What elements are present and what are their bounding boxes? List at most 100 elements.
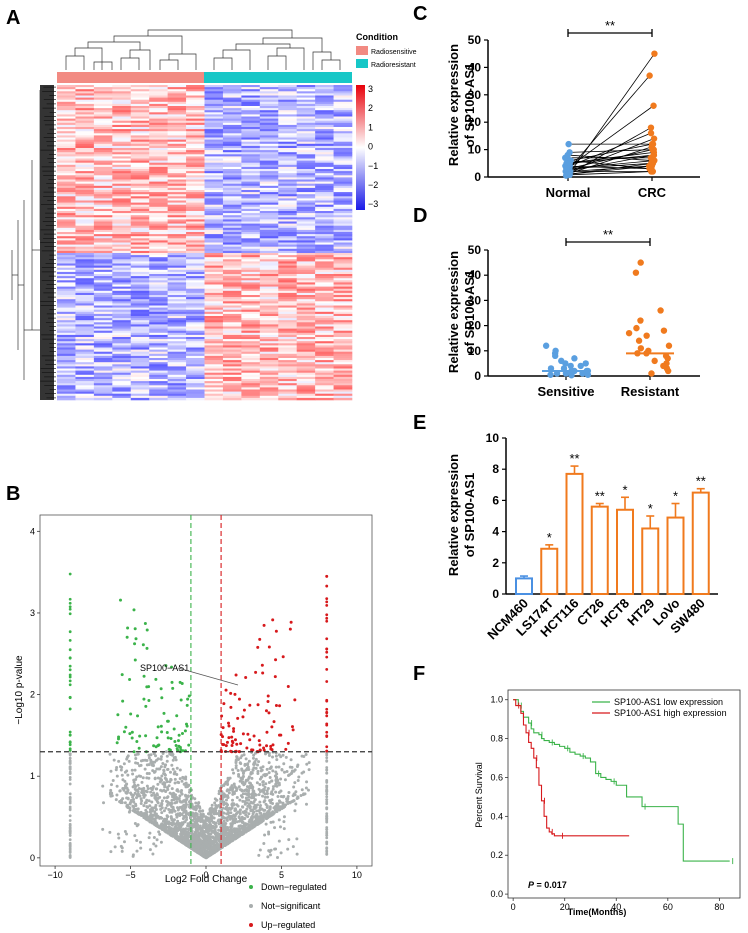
heatmap-cell bbox=[204, 234, 224, 237]
heatmap-cell bbox=[315, 124, 334, 128]
heatmap-cell bbox=[93, 330, 113, 334]
volcano-point-ns bbox=[115, 766, 119, 770]
heatmap-cell bbox=[259, 326, 279, 329]
heatmap-cell bbox=[112, 337, 132, 340]
heatmap-cell bbox=[112, 261, 132, 264]
heatmap-cell bbox=[241, 387, 261, 390]
heatmap-cell bbox=[259, 265, 279, 268]
heatmap-cell bbox=[75, 389, 95, 392]
heatmap-cell bbox=[186, 366, 205, 369]
heatmap-cell bbox=[93, 229, 113, 233]
heatmap-cell bbox=[149, 339, 168, 342]
heatmap-cell bbox=[93, 339, 113, 342]
volcano-point-ns bbox=[257, 809, 261, 813]
heatmap-cell bbox=[333, 131, 353, 134]
volcano-point-ns bbox=[165, 759, 169, 763]
heatmap-cell bbox=[333, 334, 353, 338]
heatmap-cell bbox=[296, 248, 316, 252]
volcano-point-ns bbox=[223, 816, 227, 820]
heatmap-cell bbox=[130, 179, 150, 182]
heatmap-cell bbox=[186, 219, 205, 222]
heatmap-cell bbox=[57, 330, 76, 334]
heatmap-cell bbox=[57, 391, 76, 394]
heatmap-cell bbox=[222, 259, 242, 262]
volcano-point-ns bbox=[179, 828, 183, 832]
heatmap-cell bbox=[259, 320, 279, 323]
heatmap-cell bbox=[130, 202, 150, 205]
volcano-point-ns bbox=[148, 848, 152, 852]
heatmap-cell bbox=[296, 85, 316, 88]
heatmap-cell bbox=[278, 219, 297, 222]
heatmap-cell bbox=[167, 196, 187, 199]
heatmap-cell bbox=[112, 341, 132, 344]
heatmap-cell bbox=[259, 112, 279, 115]
volcano-point-ns bbox=[194, 801, 198, 805]
heatmap-cell bbox=[259, 267, 279, 271]
heatmap-cell bbox=[130, 269, 150, 273]
heatmap-cell bbox=[57, 366, 76, 369]
heatmap-cell bbox=[333, 97, 353, 100]
heatmap-cell bbox=[130, 288, 150, 292]
heatmap-cell bbox=[222, 284, 242, 287]
volcano-point-ns bbox=[234, 766, 238, 770]
heatmap-cell bbox=[167, 93, 187, 96]
heatmap-cell bbox=[204, 166, 224, 170]
heatmap-cell bbox=[167, 131, 187, 134]
heatmap-cell bbox=[75, 238, 95, 241]
heatmap-cell bbox=[75, 391, 95, 394]
heatmap-cell bbox=[296, 179, 316, 182]
heatmap-cell bbox=[204, 227, 224, 231]
heatmap-cell bbox=[241, 103, 261, 107]
heatmap-cell bbox=[149, 114, 168, 117]
heatmap-cell bbox=[149, 318, 168, 321]
heatmap-cell bbox=[112, 387, 132, 390]
heatmap-cell bbox=[57, 389, 76, 392]
heatmap-cell bbox=[186, 250, 205, 254]
heatmap-cell bbox=[241, 179, 261, 182]
volcano-point-ns bbox=[267, 808, 271, 812]
heatmap-cell bbox=[112, 324, 132, 327]
volcano-point-ns bbox=[244, 813, 248, 817]
panel-c-ytick-label: 20 bbox=[468, 115, 482, 129]
heatmap-cell bbox=[222, 106, 242, 109]
heatmap-cell bbox=[149, 135, 168, 138]
volcano-point-ns bbox=[109, 783, 113, 787]
heatmap-cell bbox=[278, 278, 297, 281]
heatmap-cell bbox=[167, 202, 187, 205]
heatmap-cell bbox=[315, 181, 334, 184]
heatmap-cell bbox=[333, 164, 353, 168]
heatmap-cell bbox=[93, 150, 113, 153]
volcano-point-ns bbox=[149, 758, 153, 762]
volcano-point-ns bbox=[227, 791, 231, 795]
heatmap-cell bbox=[315, 196, 334, 199]
heatmap-cell bbox=[149, 288, 168, 292]
heatmap-cell bbox=[204, 322, 224, 325]
heatmap-cell bbox=[296, 332, 316, 336]
volcano-point-ns bbox=[247, 789, 251, 793]
heatmap-cell bbox=[167, 334, 187, 338]
panel-e-ytick-label: 10 bbox=[486, 431, 500, 445]
heatmap-cell bbox=[333, 236, 353, 239]
heatmap-cell bbox=[57, 238, 76, 241]
heatmap-cell bbox=[315, 227, 334, 231]
heatmap-cell bbox=[112, 370, 132, 373]
heatmap-cell bbox=[75, 339, 95, 342]
volcano-point-ns bbox=[220, 815, 224, 819]
heatmap-cell bbox=[259, 162, 279, 166]
heatmap-cell bbox=[130, 303, 150, 306]
heatmap-cell bbox=[93, 328, 113, 331]
heatmap-cell bbox=[315, 213, 334, 216]
heatmap-cell bbox=[75, 385, 95, 388]
heatmap-cell bbox=[93, 261, 113, 264]
heatmap-cell bbox=[130, 139, 150, 142]
heatmap-cell bbox=[149, 106, 168, 109]
dendrogram-branch bbox=[113, 35, 183, 54]
heatmap-cell bbox=[333, 389, 353, 392]
heatmap-cell bbox=[204, 185, 224, 189]
heatmap-cell bbox=[222, 324, 242, 327]
heatmap-cell bbox=[149, 141, 168, 145]
heatmap-cell bbox=[75, 192, 95, 195]
heatmap-cell bbox=[333, 379, 353, 382]
heatmap-cell bbox=[167, 311, 187, 315]
heatmap-cell bbox=[57, 274, 76, 277]
